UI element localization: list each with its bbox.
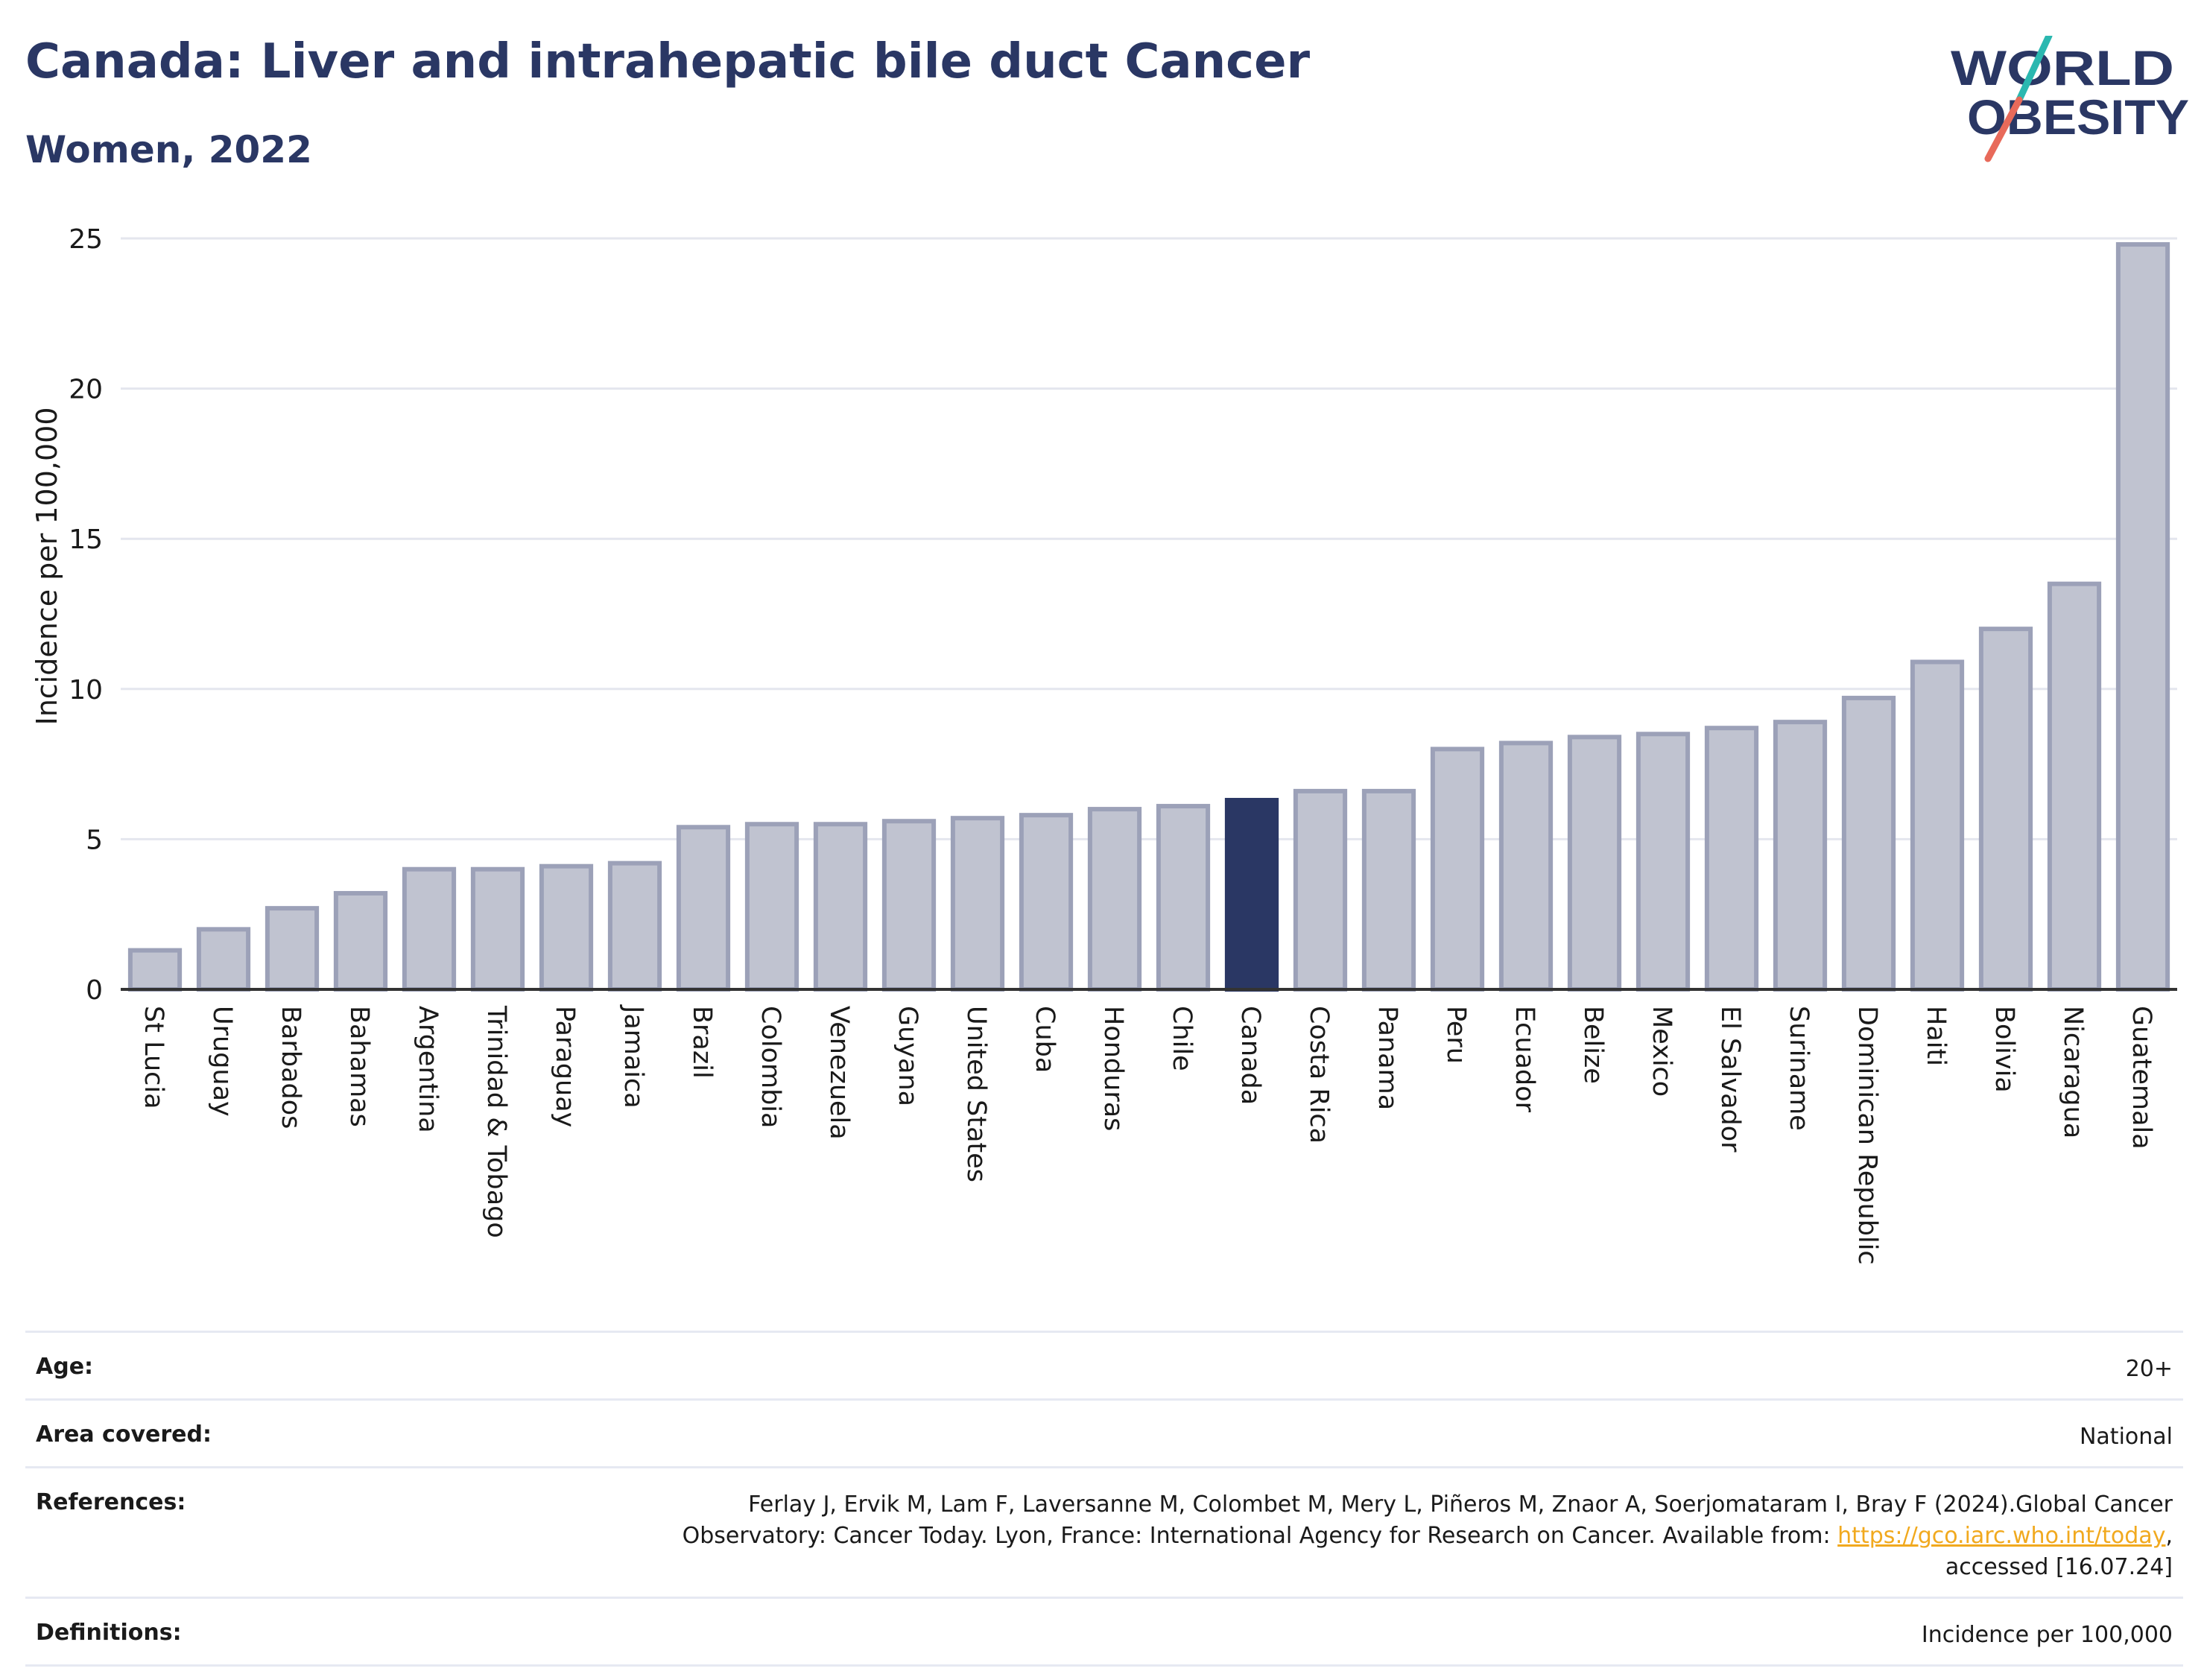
bar-colombia	[744, 822, 799, 992]
bar-suriname	[1773, 720, 1828, 992]
x-tick-label: Belize	[1578, 1006, 1608, 1084]
x-tick-label: Dominican Republic	[1852, 1006, 1882, 1265]
x-tick-label: Guatemala	[2127, 1006, 2156, 1150]
x-tick-label: Costa Rica	[1304, 1006, 1334, 1144]
logo-line1: WORLD	[1951, 40, 2174, 95]
x-tick-label: El Salvador	[1715, 1006, 1745, 1153]
logo-slash-teal	[2015, 36, 2053, 104]
bar-peru	[1430, 747, 1485, 992]
y-tick-label: 20	[69, 375, 103, 405]
bar-trinidad-tobago	[470, 866, 525, 992]
references-link[interactable]: https://gco.iarc.who.int/today	[1837, 1523, 2166, 1549]
x-tick-label: Bahamas	[344, 1006, 374, 1127]
area-value: National	[2079, 1424, 2173, 1450]
y-tick-label: 5	[86, 825, 103, 855]
logo-slash-coral	[1984, 96, 2023, 162]
x-tick-label: Argentina	[413, 1006, 443, 1133]
bar-venezuela	[813, 822, 868, 992]
meta-row-age: Age: 20+	[25, 1331, 2183, 1398]
bar-chile	[1156, 804, 1211, 992]
metadata-table: Age: 20+ Area covered: National Referenc…	[25, 1331, 2183, 1667]
x-tick-label: St Lucia	[139, 1006, 168, 1109]
meta-row-references: References: Ferlay J, Ervik M, Lam F, La…	[25, 1466, 2183, 1597]
x-tick-label: Honduras	[1098, 1006, 1128, 1131]
x-tick-label: Nicaragua	[2058, 1006, 2088, 1138]
bar-bahamas	[333, 890, 388, 992]
meta-row-area: Area covered: National	[25, 1398, 2183, 1466]
x-tick-label: Colombia	[756, 1006, 785, 1128]
x-tick-label: Mexico	[1647, 1006, 1676, 1097]
x-tick-label: United States	[961, 1006, 991, 1182]
x-tick-label: Uruguay	[207, 1006, 237, 1117]
bar-chart: 0 5 10 15 20 25 St Lucia Uruguay Barbados Bahamas…	[31, 224, 2177, 1265]
bar-mexico	[1635, 732, 1691, 992]
y-tick-label: 10	[69, 675, 103, 706]
bar-dominican-republic	[1841, 695, 1896, 992]
x-tick-label: Panama	[1372, 1006, 1402, 1110]
x-tick-label: Chile	[1167, 1006, 1197, 1071]
bar-canada	[1224, 797, 1279, 992]
references-line3: accessed [16.07.24]	[1945, 1554, 2173, 1580]
bar-barbados	[265, 906, 320, 992]
references-value: Ferlay J, Ervik M, Lam F, Laversanne M, …	[682, 1492, 2173, 1580]
world-obesity-logo: WORLD OBESITY	[1951, 36, 2189, 162]
meta-row-definitions: Definitions: Incidence per 100,000	[25, 1597, 2183, 1667]
bar-costa-rica	[1293, 788, 1348, 992]
grid-lines	[121, 237, 2177, 840]
bar-argentina	[402, 866, 457, 992]
x-tick-label: Jamaica	[618, 1004, 648, 1109]
definitions-label: Definitions:	[36, 1620, 182, 1646]
bar-haiti	[1910, 659, 1965, 992]
bars	[127, 242, 2170, 992]
y-tick-label: 0	[86, 975, 103, 1006]
x-tick-label: Haiti	[1921, 1006, 1951, 1066]
x-tick-label: Brazil	[687, 1006, 717, 1079]
bar-cuba	[1019, 813, 1074, 992]
page-title: Canada: Liver and intrahepatic bile duct…	[25, 34, 1311, 89]
bar-brazil	[676, 825, 731, 992]
x-tick-label: Ecuador	[1510, 1006, 1539, 1113]
bar-belize	[1567, 735, 1622, 992]
x-tick-label: Guyana	[893, 1006, 922, 1106]
bar-united-states	[950, 816, 1005, 992]
x-tick-label: Bolivia	[1989, 1006, 2019, 1093]
bar-nicaragua	[2047, 581, 2102, 992]
bar-honduras	[1087, 807, 1142, 992]
references-line2: Observatory: Cancer Today. Lyon, France:…	[682, 1523, 1831, 1549]
bar-guyana	[881, 819, 937, 992]
bar-guatemala	[2115, 242, 2170, 992]
y-axis-label: Incidence per 100,000	[31, 407, 63, 725]
x-tick-label: Paraguay	[550, 1006, 580, 1127]
x-tick-label: Peru	[1441, 1006, 1471, 1064]
definitions-value: Incidence per 100,000	[1921, 1622, 2173, 1648]
x-tick-label: Canada	[1235, 1006, 1265, 1105]
age-label: Age:	[36, 1354, 94, 1380]
references-line1: Ferlay J, Ervik M, Lam F, Laversanne M, …	[748, 1492, 2173, 1518]
age-value: 20+	[2125, 1356, 2173, 1382]
bar-panama	[1361, 788, 1416, 992]
x-tick-label: Trinidad & Tobago	[481, 1005, 511, 1238]
bar-el-salvador	[1704, 726, 1759, 992]
bar-st-lucia	[127, 948, 183, 992]
x-tick-label: Venezuela	[824, 1006, 854, 1140]
bar-ecuador	[1498, 741, 1554, 992]
x-tick-label: Cuba	[1030, 1006, 1060, 1073]
bar-uruguay	[196, 927, 251, 992]
x-tick-label: Suriname	[1784, 1006, 1814, 1131]
bar-bolivia	[1978, 627, 2033, 992]
x-tick-label: Barbados	[276, 1006, 305, 1129]
y-tick-label: 15	[69, 524, 103, 555]
axis-labels: 0 5 10 15 20 25 St Lucia Uruguay Barbados Bahamas…	[69, 224, 2156, 1265]
page-subtitle: Women, 2022	[25, 128, 312, 171]
bar-paraguay	[539, 863, 594, 992]
area-label: Area covered:	[36, 1421, 212, 1448]
bar-jamaica	[607, 860, 662, 992]
y-tick-label: 25	[69, 224, 103, 255]
references-label: References:	[36, 1489, 186, 1515]
